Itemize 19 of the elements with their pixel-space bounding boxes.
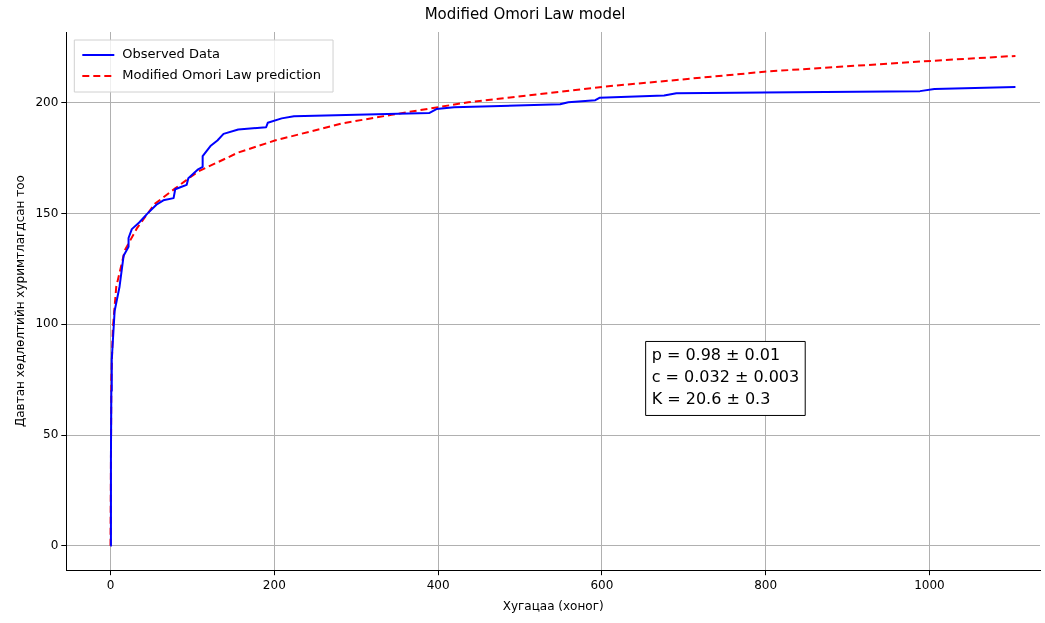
- x-tick-label: 600: [590, 577, 614, 592]
- y-tick-label: 150: [35, 205, 59, 220]
- x-tick-label: 800: [754, 577, 778, 592]
- legend-label: Modified Omori Law prediction: [122, 67, 322, 83]
- x-axis-title: Хугацаа (хоног): [502, 598, 604, 613]
- y-tick-label: 200: [35, 95, 59, 109]
- annotation: c = 0.032 ± 0.003: [651, 366, 800, 386]
- y-tick-label: 100: [35, 316, 59, 331]
- y-tick-label: 50: [43, 427, 59, 442]
- x-tick-label: 1000: [914, 577, 945, 592]
- x-tick-label: 200: [262, 577, 286, 592]
- annotation: K = 20.6 ± 0.3: [651, 388, 771, 408]
- x-tick-label: 0: [106, 577, 115, 592]
- annotation: p = 0.98 ± 0.01: [651, 344, 781, 364]
- chart-title: Modified Omori Law model: [424, 4, 626, 23]
- y-axis-title: Давтан хөдлөлтийн хуримтлагдсан тоо: [13, 175, 28, 428]
- y-tick-label: 0: [50, 537, 59, 552]
- legend-label: Observed Data: [122, 46, 221, 62]
- x-tick-label: 400: [426, 577, 450, 592]
